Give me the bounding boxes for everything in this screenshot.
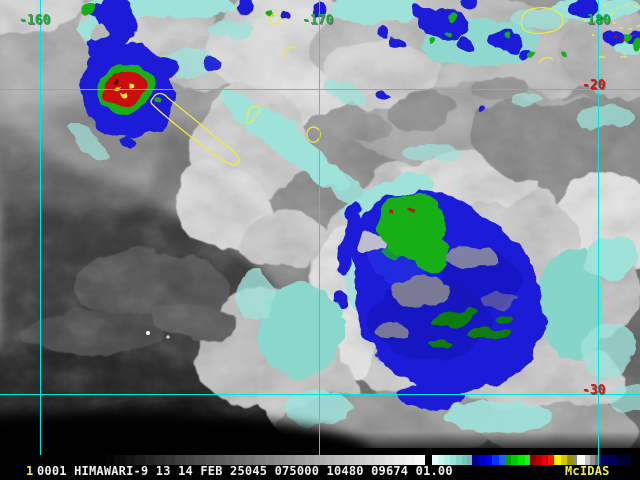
colorbar-segment — [499, 455, 505, 465]
colorbar-segment — [415, 455, 425, 465]
colorbar-segment — [215, 455, 225, 465]
storm-center-right — [335, 190, 546, 410]
colorbar-segment — [155, 455, 165, 465]
coastline-islet — [269, 13, 281, 25]
colorbar-segment — [444, 455, 450, 465]
colorbar-segment — [478, 455, 485, 465]
colorbar-segment — [365, 455, 375, 465]
colorbar-segment — [145, 455, 155, 465]
lat-label-20: -20 — [582, 78, 606, 93]
enhancement-colorbar — [105, 455, 631, 465]
colorbar-segment — [295, 455, 305, 465]
status-bar: 1 0001 HIMAWARI-9 13 14 FEB 25045 075000… — [0, 465, 640, 479]
colorbar-segment — [325, 455, 335, 465]
colorbar-segment — [492, 455, 499, 465]
coastline-overlay — [150, 4, 640, 166]
coastline-dashed-atoll — [611, 4, 640, 30]
cold-cloud-patches-top — [203, 0, 640, 113]
colorbar-segment — [525, 455, 530, 465]
colorbar-segment — [554, 455, 561, 465]
colorbar-segment — [135, 455, 145, 465]
colorbar-segment — [536, 455, 542, 465]
colorbar-segment — [205, 455, 215, 465]
colorbar-segment — [255, 455, 265, 465]
coastline-ouvea — [246, 105, 261, 125]
colorbar-segment — [518, 455, 525, 465]
colorbar-segment — [245, 455, 255, 465]
colorbar-segment — [345, 455, 355, 465]
colorbar-segment — [472, 455, 478, 465]
colorbar-segment — [561, 455, 567, 465]
colorbar-segment — [395, 455, 405, 465]
colorbar-segment — [105, 455, 115, 465]
colorbar-segment — [315, 455, 325, 465]
colorbar-segment — [467, 455, 472, 465]
colorbar-segment — [542, 455, 548, 465]
colorbar-segment — [115, 455, 125, 465]
colorbar-segment — [275, 455, 285, 465]
frame-number: 1 — [26, 464, 34, 478]
colorbar-segment — [355, 455, 365, 465]
colorbar-segment — [375, 455, 385, 465]
colorbar-segment — [175, 455, 185, 465]
lon-label-160: -160 — [19, 13, 51, 28]
colorbar-segment — [185, 455, 195, 465]
colorbar-segment — [505, 455, 511, 465]
coastline-grande-terre — [150, 92, 240, 166]
latlon-grid — [0, 0, 640, 455]
colorbar-segment — [235, 455, 245, 465]
coastline-arc-1 — [283, 46, 298, 58]
mcidas-brand-label: McIDAS — [565, 464, 610, 478]
colorbar-segment — [530, 455, 536, 465]
colorbar-segment — [585, 455, 590, 465]
colorbar-segment — [438, 455, 444, 465]
grid-line-over-colorbar — [598, 455, 599, 466]
colorbar-segment — [511, 455, 518, 465]
colorbar-segment — [335, 455, 345, 465]
colorbar-segment — [285, 455, 295, 465]
lat-label-30: -30 — [582, 383, 606, 398]
image-info-text: 0001 HIMAWARI-9 13 14 FEB 25045 075000 1… — [37, 464, 453, 478]
colorbar-segment — [432, 455, 438, 465]
colorbar-segment — [195, 455, 205, 465]
colorbar-segment — [405, 455, 415, 465]
colorbar-segment — [450, 455, 456, 465]
colorbar-segment — [165, 455, 175, 465]
colorbar-segment — [573, 455, 577, 465]
colorbar-segment — [617, 455, 631, 465]
colorbar-segment — [548, 455, 554, 465]
colorbar-segment — [590, 455, 595, 465]
colorbar-segment — [456, 455, 462, 465]
colorbar-segment — [567, 455, 573, 465]
coastline-arc-2 — [538, 56, 554, 64]
colorbar-segment — [595, 455, 599, 465]
colorbar-segment — [225, 455, 235, 465]
colorbar-segment — [577, 455, 585, 465]
colorbar-segment — [385, 455, 395, 465]
colorbar-segment — [305, 455, 315, 465]
colorbar-segment — [485, 455, 492, 465]
colorbar-segment — [125, 455, 135, 465]
lon-label-170: -170 — [302, 13, 334, 28]
colorbar-segment — [425, 455, 432, 465]
coastline-fiji — [520, 7, 564, 35]
colorbar-segment — [265, 455, 275, 465]
colorbar-segment — [462, 455, 467, 465]
coastline-lifou — [306, 126, 321, 143]
lon-label-180: 180 — [587, 13, 611, 28]
colorbar-segment — [599, 455, 617, 465]
small-bright-clouds — [146, 331, 170, 339]
